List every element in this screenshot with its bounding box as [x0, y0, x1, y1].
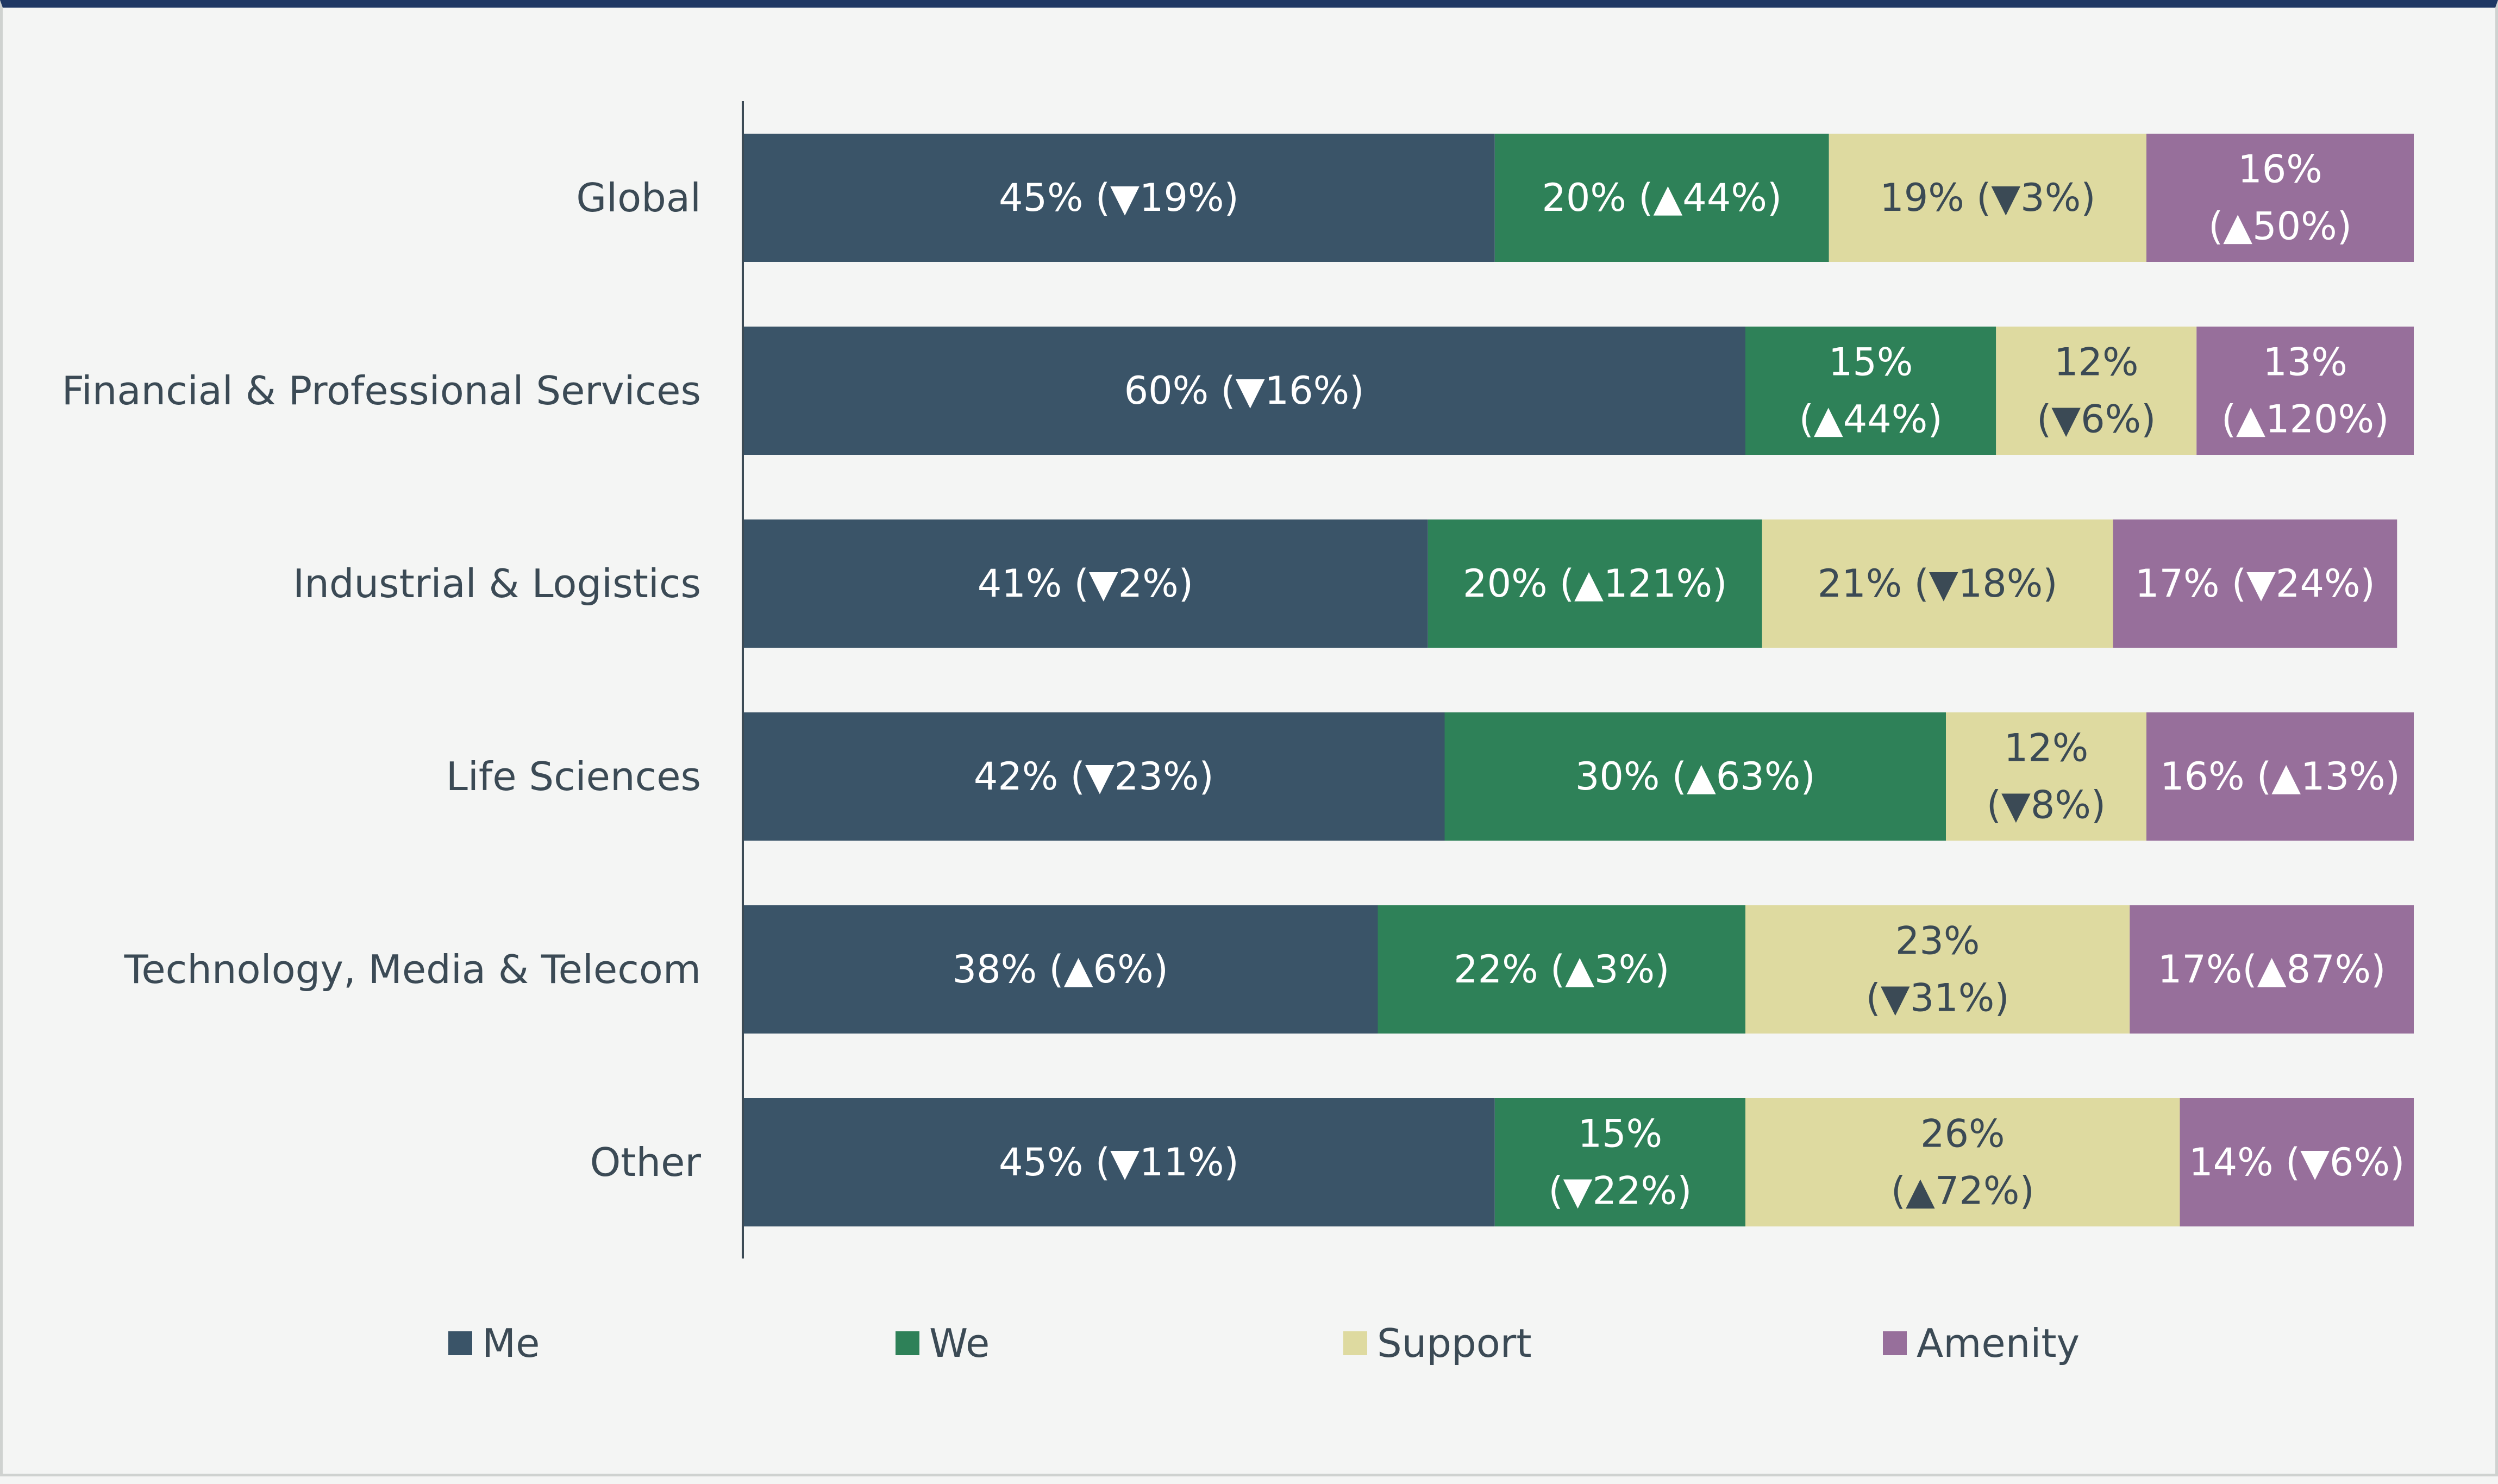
bar-segment-we: [1378, 905, 1745, 1034]
legend-label-me: Me: [482, 1320, 540, 1366]
data-label: (▼6%): [2037, 397, 2156, 442]
data-label: 22% (▲3%): [1454, 947, 1669, 992]
data-label: (▲50%): [2208, 204, 2352, 249]
data-label: 20% (▲121%): [1463, 561, 1727, 606]
bar-segment-amenity: [2196, 327, 2414, 455]
data-label: 42% (▼23%): [974, 754, 1214, 799]
legend-label-support: Support: [1377, 1320, 1532, 1366]
category-label: Other: [590, 1139, 702, 1185]
bar-segment-we: [1428, 519, 1762, 648]
data-label: 16%: [2238, 147, 2322, 192]
bar-segment-me: [743, 519, 1428, 648]
data-label: 45% (▼11%): [999, 1140, 1239, 1185]
data-label: 30% (▲63%): [1575, 754, 1815, 799]
bar-segment-support: [1829, 134, 2146, 262]
bar-segment-me: [743, 327, 1745, 455]
legend-label-amenity: Amenity: [1917, 1320, 2080, 1366]
data-label: 20% (▲44%): [1542, 176, 1782, 220]
category-label: Industrial & Logistics: [293, 561, 701, 606]
data-label: (▼22%): [1548, 1169, 1692, 1213]
legend-label-we: We: [929, 1320, 990, 1366]
data-label: (▼8%): [1987, 783, 2106, 828]
data-label: 26%: [1920, 1112, 2005, 1156]
category-label: Global: [576, 175, 701, 221]
bar-segment-me: [743, 134, 1495, 262]
data-label: 21% (▼18%): [1818, 561, 2058, 606]
data-label: 15%: [1829, 340, 1913, 385]
bar-segment-support: [1762, 519, 2113, 648]
legend-swatch-me: [448, 1331, 472, 1355]
data-label: 38% (▲6%): [953, 947, 1168, 992]
legend: Me We Support Amenity: [448, 1320, 2080, 1366]
data-label: 15%: [1578, 1112, 1663, 1156]
data-label: 12%: [2004, 726, 2089, 771]
category-label: Financial & Professional Services: [62, 368, 701, 414]
bar-segment-me: [743, 712, 1445, 841]
bar-segment-we: [1745, 327, 1996, 455]
data-label: (▲120%): [2221, 397, 2389, 442]
legend-swatch-we: [896, 1331, 919, 1355]
bar-segment-me: [743, 905, 1378, 1034]
data-label: (▲72%): [1891, 1169, 2034, 1213]
bar-segment-amenity: [2180, 1098, 2414, 1226]
bar-segment-we: [1494, 134, 1829, 262]
bar-segment-support: [1745, 1098, 2180, 1226]
bars-group: 45% (▼19%) 20% (▲44%) 19% (▼3%) 16% (▲50%) 60…: [743, 134, 2414, 1226]
bar-segment-we: [1494, 1098, 1745, 1226]
category-labels: Global Financial & Professional Services I…: [62, 175, 702, 1185]
data-label: 23%: [1895, 919, 1980, 963]
bar-segment-amenity: [2146, 712, 2414, 841]
data-label: 14% (▼6%): [2189, 1140, 2405, 1185]
data-label: 13%: [2263, 340, 2347, 385]
data-label: 45% (▼19%): [999, 176, 1239, 220]
data-label: (▼31%): [1866, 976, 2009, 1020]
bar-segment-amenity: [2113, 519, 2397, 648]
category-label: Life Sciences: [446, 754, 701, 799]
data-label: 17% (▼24%): [2135, 561, 2375, 606]
bar-segment-support: [1996, 327, 2197, 455]
data-label: 41% (▼2%): [978, 561, 1193, 606]
data-label: (▲44%): [1799, 397, 1943, 442]
bar-segment-me: [743, 1098, 1495, 1226]
data-label: 16% (▲13%): [2160, 754, 2400, 799]
bar-segment-support: [1946, 712, 2146, 841]
legend-swatch-support: [1343, 1331, 1367, 1355]
data-label: 60% (▼16%): [1124, 368, 1364, 413]
bar-segment-support: [1745, 905, 2130, 1034]
data-label: 19% (▼3%): [1880, 176, 2095, 220]
bar-segment-we: [1444, 712, 1946, 841]
bar-segment-amenity: [2130, 905, 2414, 1034]
data-label: 17%(▲87%): [2158, 947, 2386, 992]
bar-segment-amenity: [2146, 134, 2414, 262]
stacked-bar-chart: 45% (▼19%) 20% (▲44%) 19% (▼3%) 16% (▲50%) 60…: [62, 101, 2414, 1366]
category-label: Technology, Media & Telecom: [124, 947, 701, 992]
data-label: 12%: [2054, 340, 2139, 385]
legend-swatch-amenity: [1883, 1331, 1907, 1355]
